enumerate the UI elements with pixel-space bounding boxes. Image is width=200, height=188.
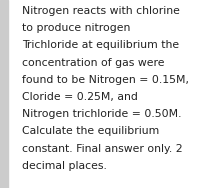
Text: decimal places.: decimal places. xyxy=(22,161,107,171)
Text: found to be Nitrogen = 0.15M,: found to be Nitrogen = 0.15M, xyxy=(22,75,189,85)
Text: Nitrogen trichloride = 0.50M.: Nitrogen trichloride = 0.50M. xyxy=(22,109,182,119)
Text: constant. Final answer only. 2: constant. Final answer only. 2 xyxy=(22,144,183,154)
Text: Trichloride at equilibrium the: Trichloride at equilibrium the xyxy=(22,40,179,50)
Text: Nitrogen reacts with chlorine: Nitrogen reacts with chlorine xyxy=(22,6,180,16)
Bar xyxy=(0,0,8,188)
Text: Calculate the equilibrium: Calculate the equilibrium xyxy=(22,126,159,136)
Text: concentration of gas were: concentration of gas were xyxy=(22,58,164,68)
Text: Cloride = 0.25M, and: Cloride = 0.25M, and xyxy=(22,92,138,102)
Text: to produce nitrogen: to produce nitrogen xyxy=(22,23,130,33)
